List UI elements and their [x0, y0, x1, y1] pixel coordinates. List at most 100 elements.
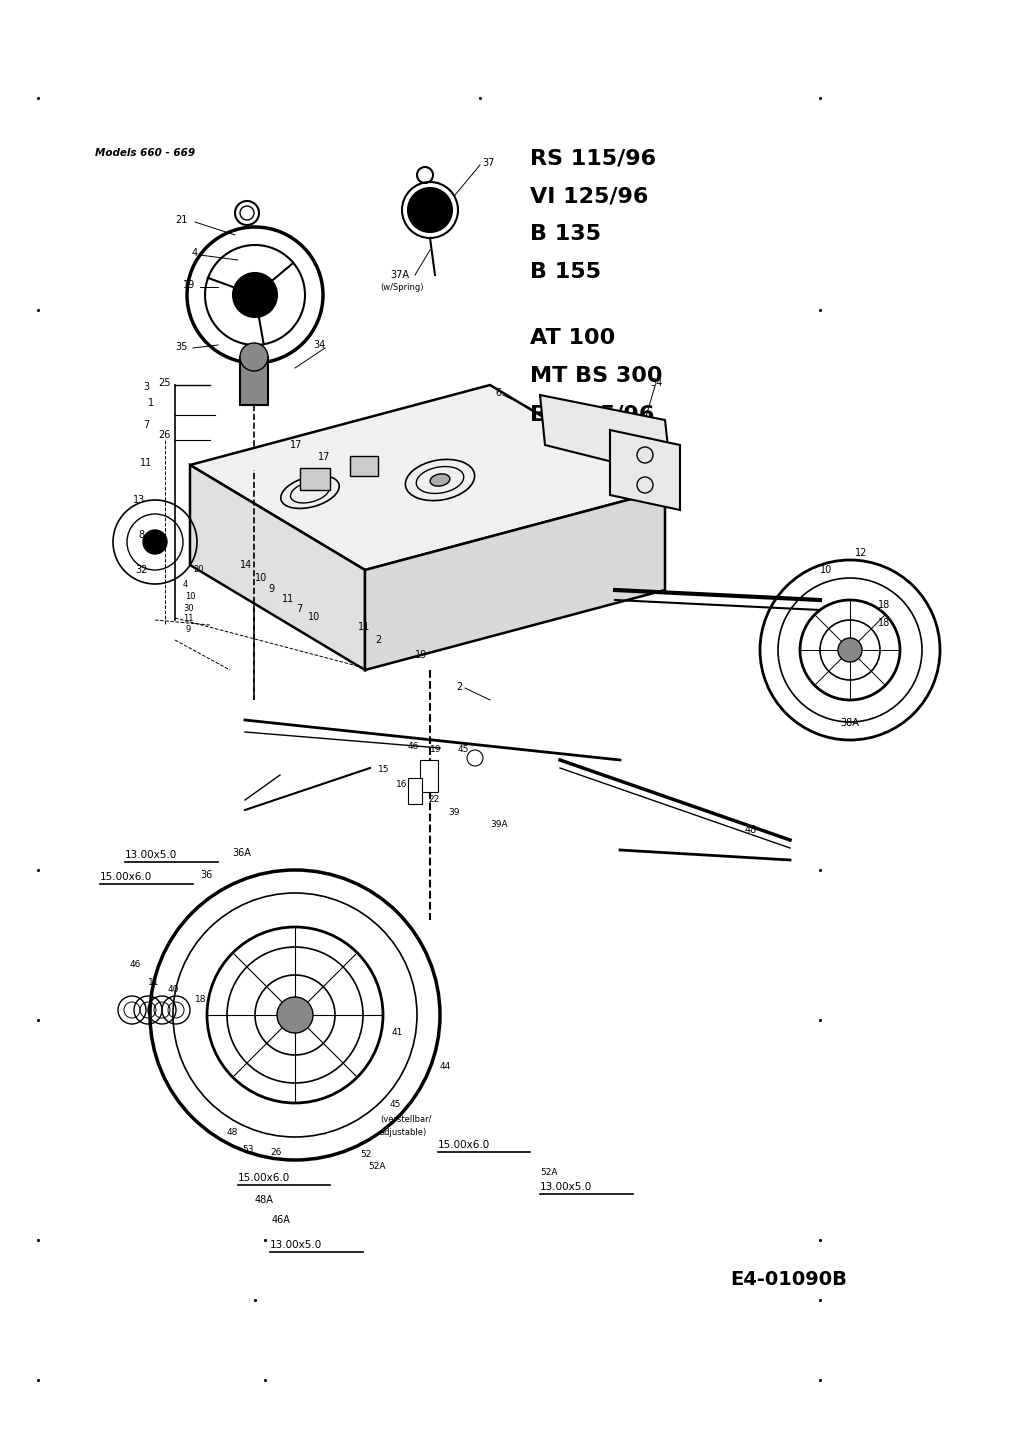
Text: 36A: 36A	[232, 849, 251, 859]
Text: 45: 45	[390, 1100, 401, 1109]
Text: 7: 7	[143, 421, 150, 429]
Text: 7: 7	[296, 604, 302, 614]
Text: EP 135/96: EP 135/96	[530, 404, 654, 424]
Text: E4-01090B: E4-01090B	[730, 1269, 847, 1289]
Text: 13.00x5.0: 13.00x5.0	[540, 1182, 592, 1192]
Text: 53: 53	[241, 1145, 254, 1153]
Text: 13: 13	[133, 495, 146, 505]
Text: 45: 45	[458, 746, 470, 754]
Text: 16: 16	[396, 780, 408, 788]
Polygon shape	[190, 465, 365, 670]
Text: 13.00x5.0: 13.00x5.0	[270, 1241, 322, 1251]
Text: 48: 48	[745, 826, 757, 836]
Text: 39A: 39A	[490, 820, 508, 829]
Bar	[420, 760, 438, 791]
Text: 12: 12	[854, 548, 867, 558]
Polygon shape	[365, 489, 665, 670]
Text: B 155: B 155	[530, 262, 601, 282]
Text: 40: 40	[168, 985, 180, 995]
Text: (w/Spring): (w/Spring)	[380, 283, 423, 292]
Text: 2: 2	[456, 683, 462, 693]
Text: 19: 19	[430, 746, 442, 754]
Circle shape	[143, 529, 167, 554]
Ellipse shape	[430, 474, 450, 487]
Bar	[408, 778, 422, 804]
Polygon shape	[190, 385, 665, 570]
Text: 8: 8	[138, 529, 144, 539]
Text: 20: 20	[193, 565, 203, 574]
Text: 15: 15	[378, 766, 389, 774]
Text: 1B: 1B	[660, 474, 673, 484]
Text: 10: 10	[308, 612, 320, 622]
Text: 16: 16	[658, 455, 670, 465]
Text: 34: 34	[650, 378, 663, 388]
Text: 15.00x6.0: 15.00x6.0	[100, 871, 153, 881]
Text: 2: 2	[375, 635, 381, 645]
Text: 11: 11	[183, 614, 194, 622]
Text: 38A: 38A	[840, 718, 859, 728]
Text: 15.00x6.0: 15.00x6.0	[238, 1173, 290, 1183]
Text: 3: 3	[143, 382, 150, 392]
Text: 52A: 52A	[368, 1162, 386, 1171]
Text: 37A: 37A	[390, 270, 409, 280]
Text: 17: 17	[318, 452, 330, 462]
Text: 19: 19	[415, 650, 427, 660]
Text: 35: 35	[175, 342, 188, 352]
Text: 18: 18	[878, 600, 891, 610]
Polygon shape	[610, 429, 680, 509]
Text: 21: 21	[175, 215, 188, 225]
Text: 46A: 46A	[272, 1215, 291, 1225]
Text: 25: 25	[158, 378, 170, 388]
Text: 11: 11	[358, 622, 370, 633]
Text: AT 100: AT 100	[530, 328, 615, 348]
Text: 19: 19	[183, 280, 195, 290]
Text: 36: 36	[200, 870, 213, 880]
Text: 41: 41	[392, 1027, 404, 1037]
Text: 30: 30	[183, 604, 194, 612]
Text: 10: 10	[820, 565, 832, 575]
Text: 26: 26	[158, 429, 170, 439]
Text: 15.00x6.0: 15.00x6.0	[438, 1141, 490, 1151]
Text: 46: 46	[130, 960, 141, 969]
Text: 34: 34	[313, 341, 325, 351]
Bar	[350, 456, 378, 477]
Text: 13.00x5.0: 13.00x5.0	[125, 850, 178, 860]
Text: MT BS 300: MT BS 300	[530, 366, 663, 386]
Text: 52: 52	[360, 1151, 372, 1159]
Text: 46: 46	[408, 743, 419, 751]
Text: 48: 48	[665, 494, 677, 504]
Text: 11: 11	[140, 458, 153, 468]
Text: (verstellbar/: (verstellbar/	[380, 1115, 431, 1123]
Bar	[240, 356, 268, 405]
Text: 14: 14	[240, 560, 252, 570]
Text: 6: 6	[495, 388, 502, 398]
Text: 33: 33	[655, 432, 668, 442]
Circle shape	[233, 273, 277, 318]
Text: Models 660 - 669: Models 660 - 669	[95, 147, 195, 157]
Text: B 135: B 135	[530, 225, 601, 245]
Text: 44: 44	[440, 1062, 451, 1070]
Text: adjustable): adjustable)	[380, 1128, 427, 1138]
Text: 11: 11	[148, 977, 160, 987]
Text: 26: 26	[270, 1148, 282, 1158]
Text: 11: 11	[282, 594, 294, 604]
Text: 4: 4	[183, 580, 188, 590]
Text: 22: 22	[428, 796, 440, 804]
Text: 37: 37	[482, 157, 494, 167]
Text: 10: 10	[255, 572, 267, 582]
Text: 10: 10	[185, 592, 195, 601]
Circle shape	[277, 997, 313, 1033]
Text: RS 115/96: RS 115/96	[530, 147, 656, 167]
Circle shape	[240, 343, 268, 371]
Text: 48: 48	[227, 1128, 238, 1138]
Polygon shape	[540, 395, 670, 469]
Text: VI 125/96: VI 125/96	[530, 186, 648, 206]
Bar	[300, 468, 330, 489]
Text: 48A: 48A	[255, 1195, 273, 1205]
Circle shape	[838, 638, 862, 663]
Text: 9: 9	[186, 625, 191, 634]
Text: 17: 17	[290, 439, 302, 449]
Circle shape	[408, 187, 452, 232]
Text: 1: 1	[148, 398, 154, 408]
Text: 18: 18	[195, 995, 206, 1005]
